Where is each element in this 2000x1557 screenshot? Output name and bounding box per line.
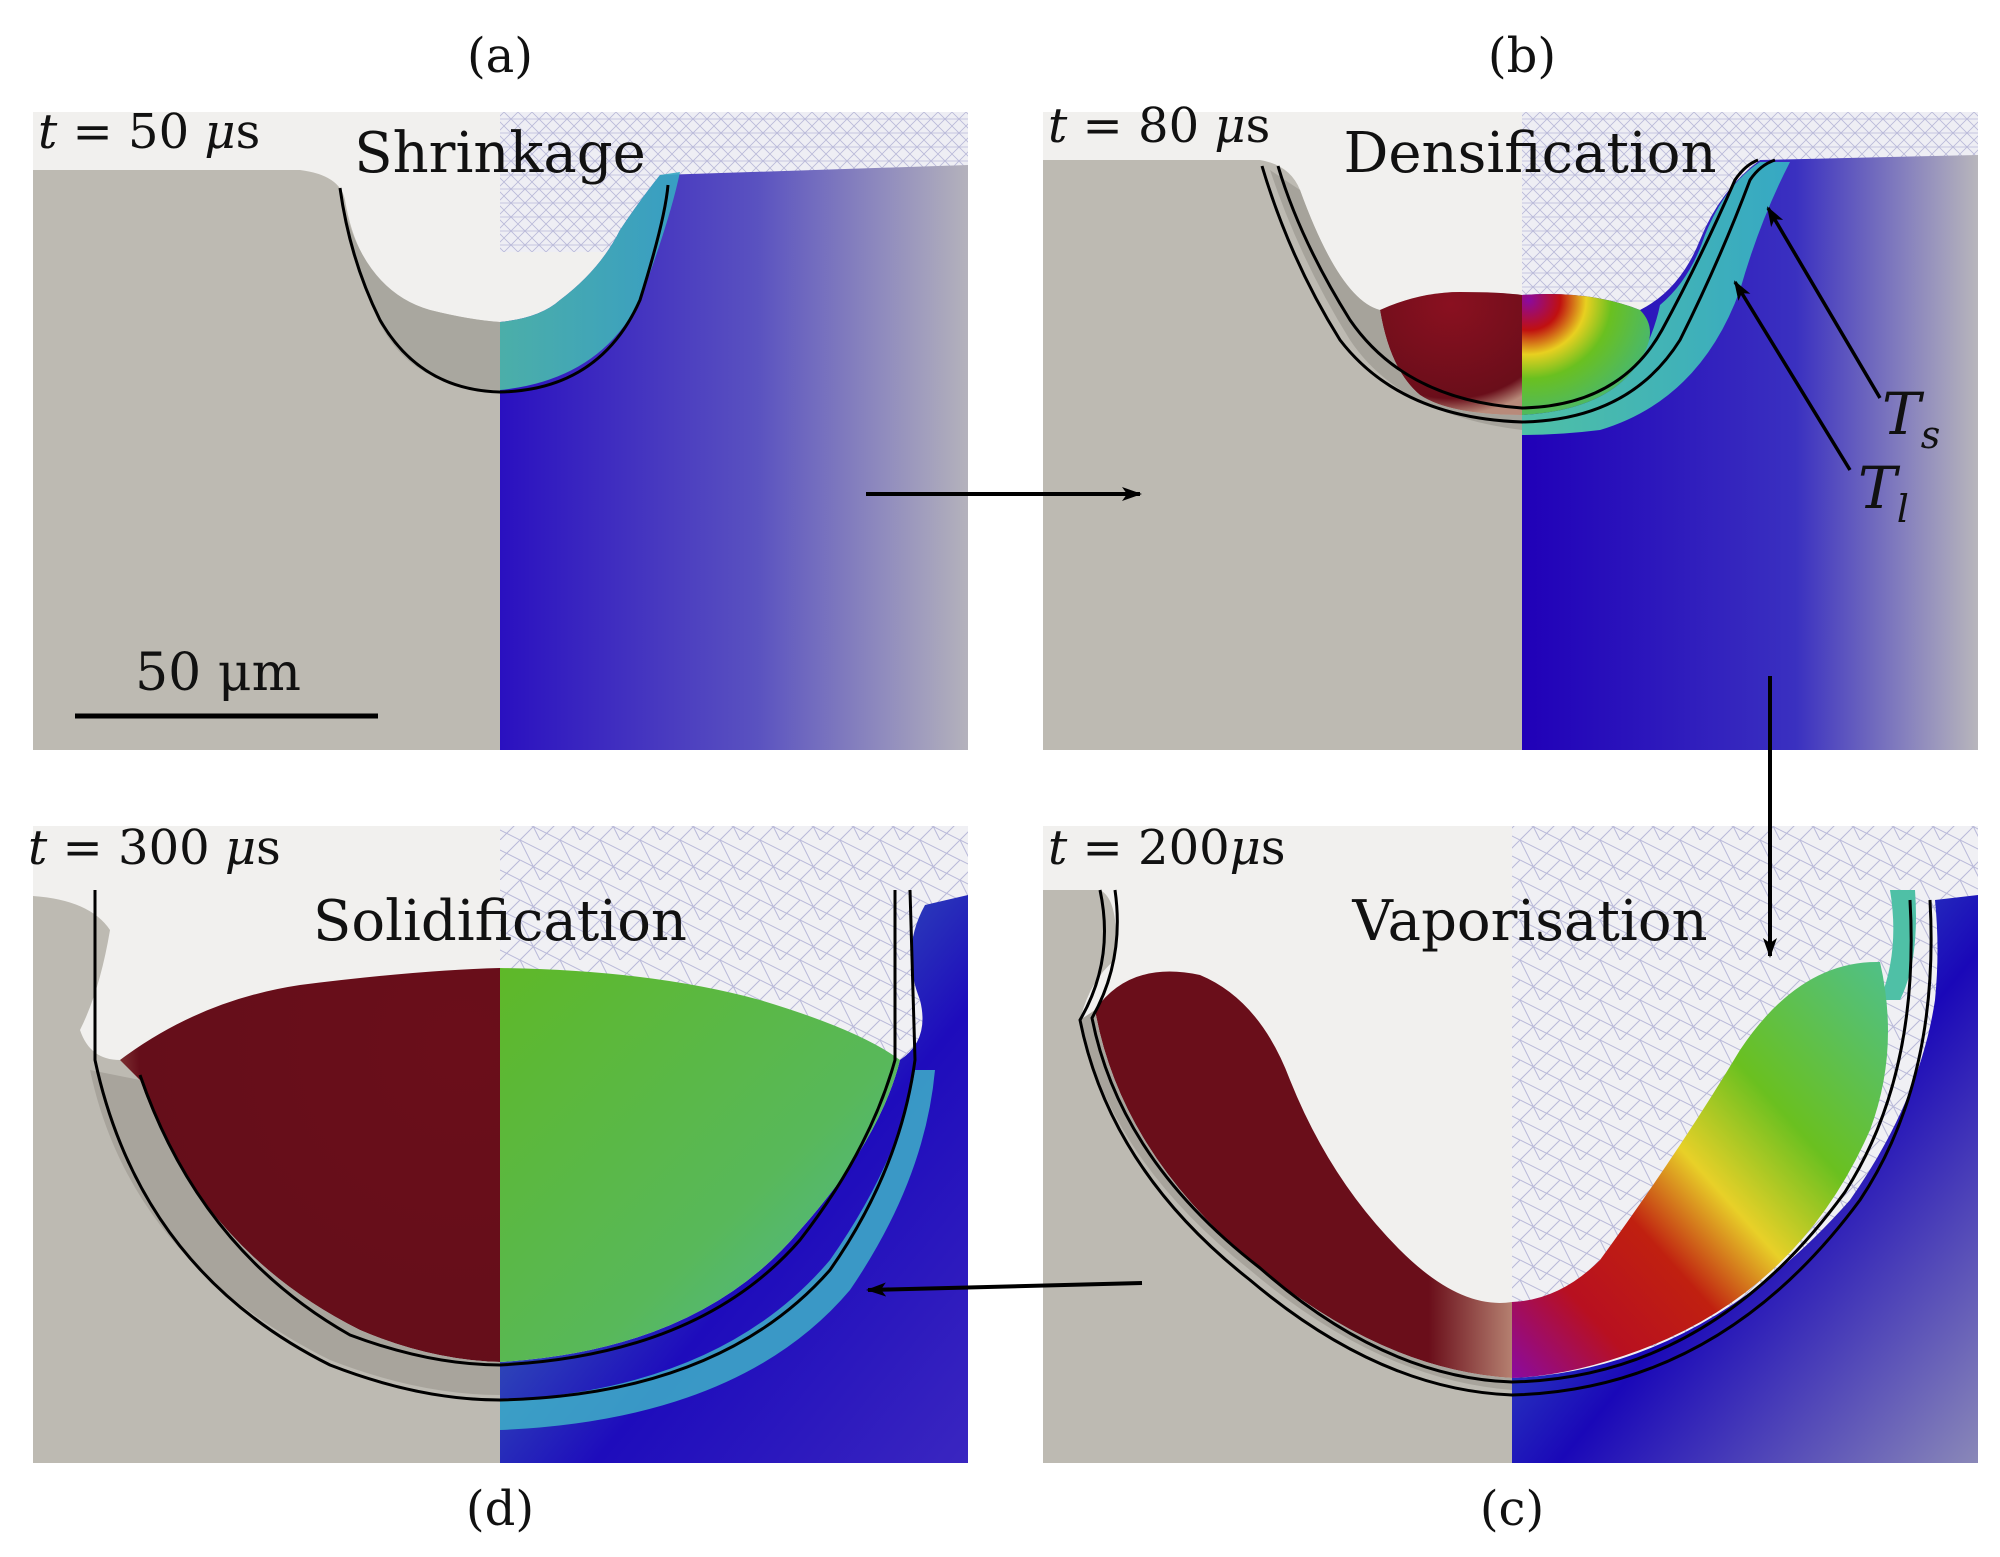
arrow-c-to-d: [866, 1281, 1143, 1297]
panel-a-letter: (a): [467, 28, 533, 84]
panel-d-letter: (d): [466, 1481, 534, 1537]
panel-a: (a) t = 50 μs Shrinkage 50 μm: [33, 28, 968, 750]
panel-b-time: t = 80 μs: [1048, 98, 1270, 154]
panel-c-letter: (c): [1480, 1481, 1544, 1537]
panel-d-time: t = 300 μs: [28, 820, 281, 876]
tl-arrow: [1733, 280, 1852, 471]
panel-c-time: t = 200μs: [1048, 820, 1286, 876]
panel-c-phase: Vaporisation: [1351, 889, 1707, 954]
scale-bar-label: 50 μm: [135, 643, 301, 703]
ts-arrow: [1766, 206, 1882, 399]
panel-c: (c) t = 200μs Vaporisation: [1043, 820, 1978, 1537]
panel-b-phase: Densification: [1343, 121, 1716, 186]
panel-b-letter: (b): [1488, 28, 1556, 84]
panel-a-time: t = 50 μs: [38, 104, 260, 160]
panel-b: (b) t = 80 μs Densification Ts Tl: [1043, 28, 1978, 750]
ts-label: Ts: [1882, 380, 1940, 457]
panel-a-phase: Shrinkage: [354, 121, 645, 186]
panel-d: (d) t = 300 μs Solidification: [28, 820, 968, 1537]
panel-d-phase: Solidification: [313, 889, 687, 954]
tl-label: Tl: [1858, 454, 1909, 531]
